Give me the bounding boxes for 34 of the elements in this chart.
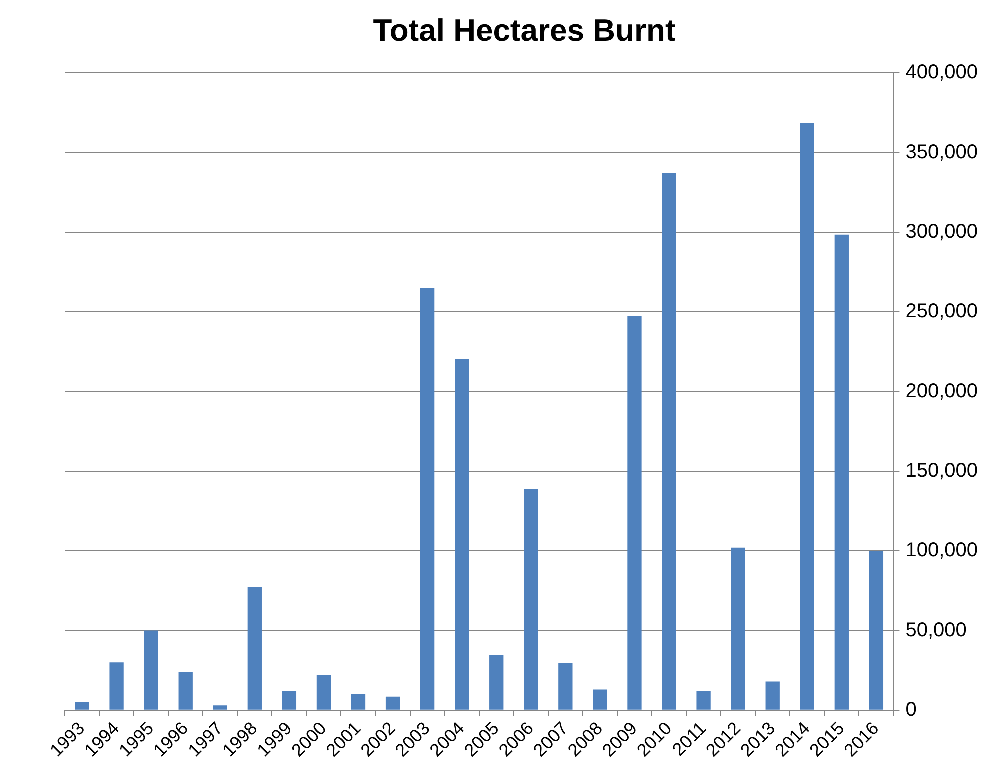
y-tick-label: 250,000 [906, 300, 978, 323]
bar [316, 675, 332, 710]
y-tick-label: 200,000 [906, 380, 978, 402]
y-tick-label: 100,000 [906, 540, 978, 562]
bar [628, 316, 642, 710]
y-tick-label: 0 [906, 698, 917, 721]
bar [696, 691, 711, 710]
bar [731, 548, 746, 710]
y-tick-label: 150,000 [906, 460, 978, 482]
bar [144, 630, 158, 710]
y-tick-label: 350,000 [906, 141, 978, 164]
bar [420, 288, 435, 710]
bar [351, 694, 366, 710]
bar [558, 663, 573, 710]
bar [455, 359, 470, 710]
y-tick-label: 50,000 [906, 619, 967, 642]
bar [178, 672, 193, 710]
bar [490, 655, 504, 710]
bar [766, 682, 780, 710]
bar [110, 662, 124, 710]
bar [282, 691, 297, 710]
bar [213, 706, 228, 710]
bar [248, 586, 262, 710]
bar [800, 123, 814, 710]
bar [75, 702, 90, 710]
chart-title: Total Hectares Burnt [373, 13, 676, 48]
bar [386, 696, 400, 710]
bar [662, 174, 676, 710]
y-tick-label: 300,000 [906, 221, 978, 244]
y-tick-label: 400,000 [906, 62, 978, 84]
bar [834, 234, 849, 710]
bar [869, 551, 884, 710]
bar [524, 488, 538, 710]
bar [593, 690, 608, 710]
